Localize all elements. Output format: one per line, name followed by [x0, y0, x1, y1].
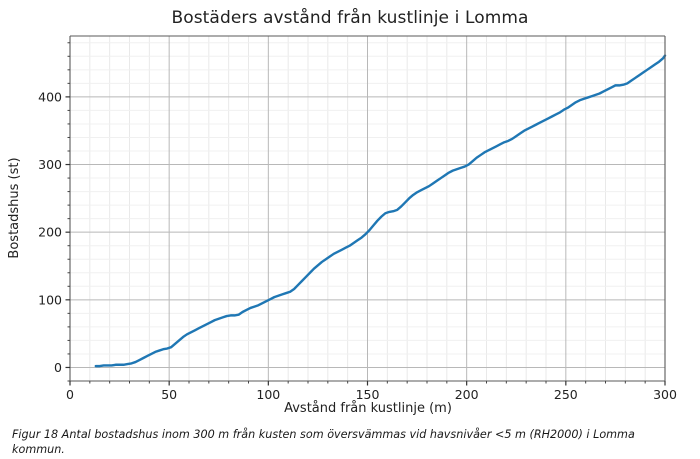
data-line-series-0 [94, 54, 667, 368]
figure-caption: Figur 18 Antal bostadshus inom 300 m frå… [12, 428, 635, 457]
y-tick-label: 300 [38, 157, 62, 172]
x-tick-label: 200 [455, 387, 479, 402]
x-tick-label: 50 [161, 387, 177, 402]
x-tick-label: 250 [554, 387, 578, 402]
x-tick-label: 300 [653, 387, 677, 402]
y-tick-label: 100 [38, 292, 62, 307]
chart-canvas: 0 50 100 150 200 250 300 0 100 200 300 400 Avstånd … [7, 35, 677, 416]
y-tick-label: 0 [54, 360, 62, 375]
y-tick-label: 200 [38, 225, 62, 240]
x-axis-label: Avstånd från kustlinje (m) [284, 401, 452, 416]
x-tick-label: 150 [356, 387, 380, 402]
y-axis-label: Bostadshus (st) [7, 157, 22, 258]
x-tick-label: 100 [256, 387, 280, 402]
chart-title: Bostäders avstånd från kustlinje i Lomma [171, 8, 529, 28]
x-tick-label: 0 [66, 387, 74, 402]
chart-figure: Bostäders avstånd från kustlinje i Lomma… [7, 8, 677, 416]
y-tick-label: 400 [38, 89, 62, 104]
